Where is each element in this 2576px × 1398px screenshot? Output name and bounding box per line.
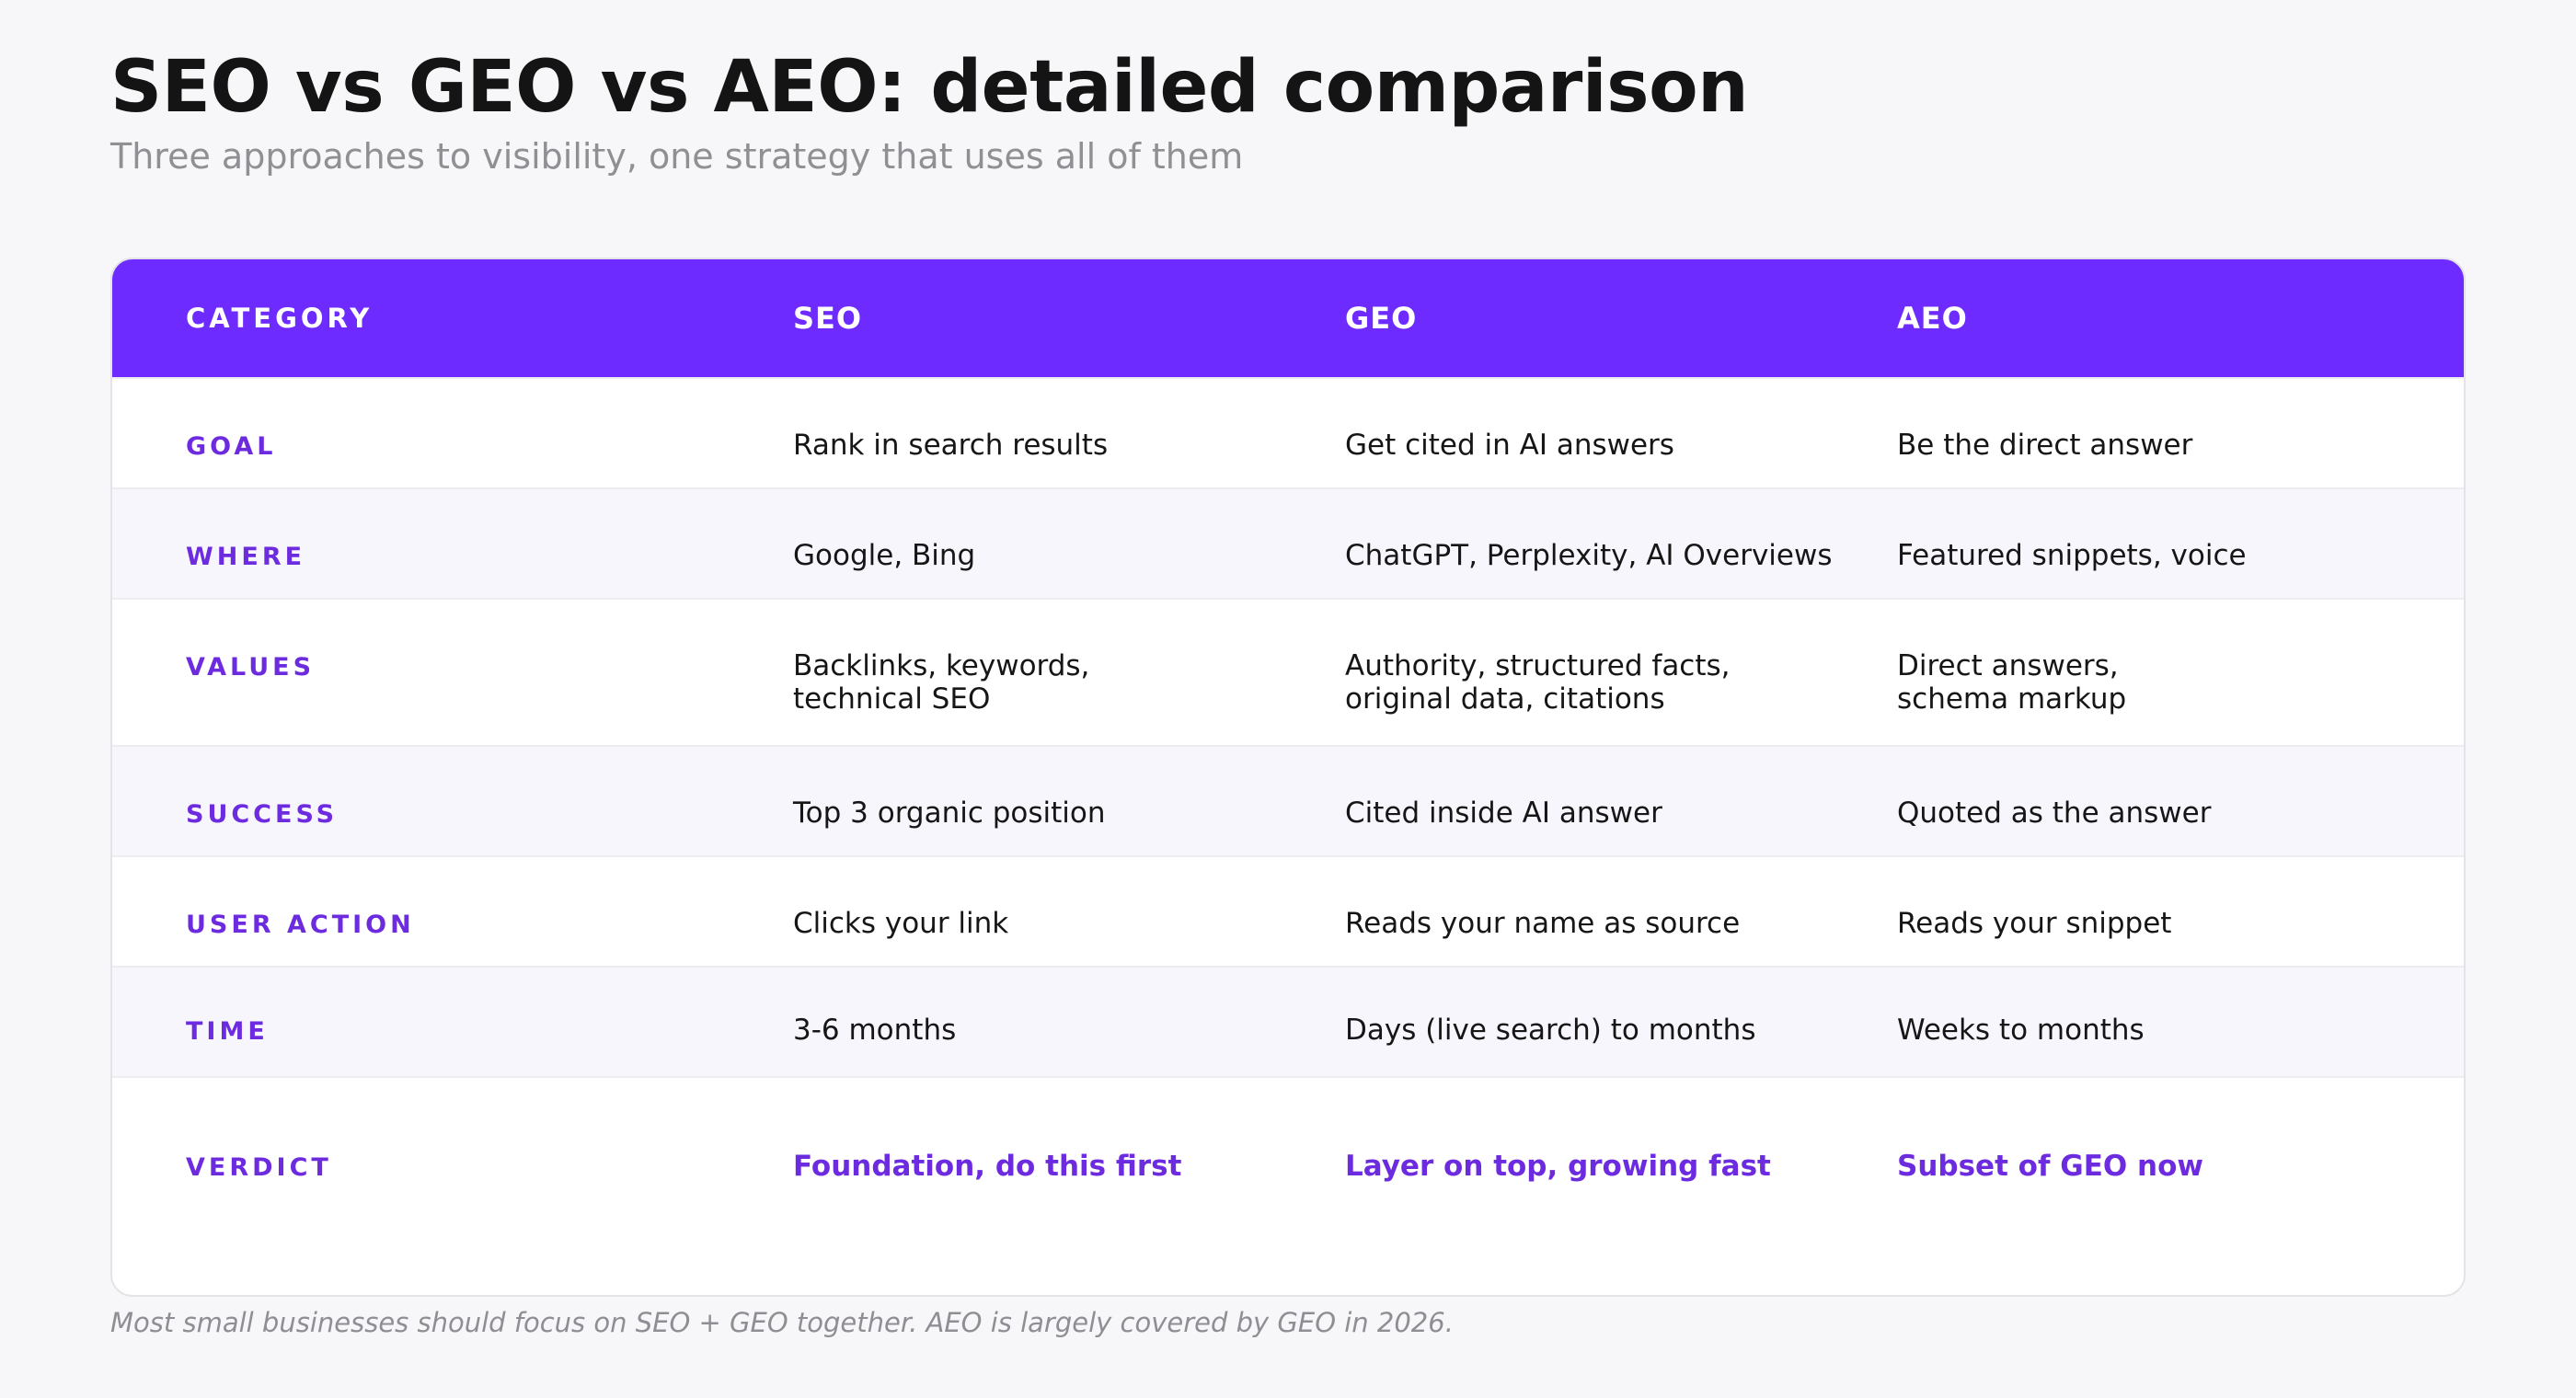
row-category-label: VERDICT (186, 1153, 332, 1182)
aeo-verdict: Subset of GEO now (1897, 1150, 2204, 1183)
table-header: CATEGORY SEO GEO AEO (112, 259, 2464, 377)
seo-cell: Clicks your link (793, 907, 1009, 940)
aeo-cell: Weeks to months (1897, 1014, 2145, 1047)
aeo-cell: Quoted as the answer (1897, 796, 2212, 830)
geo-cell-line-2: original data, citations (1345, 682, 1665, 716)
geo-cell: Reads your name as source (1345, 907, 1741, 940)
geo-cell: Cited inside AI answer (1345, 796, 1662, 830)
geo-cell: Days (live search) to months (1345, 1014, 1756, 1047)
seo-cell-line-2: technical SEO (793, 682, 991, 716)
aeo-cell-line-2: schema markup (1897, 682, 2127, 716)
seo-cell: Top 3 organic position (793, 796, 1106, 830)
column-header-geo: GEO (1345, 301, 1418, 336)
table-row-verdict: VERDICT Foundation, do this first Layer … (112, 1076, 2464, 1295)
aeo-cell: Featured snippets, voice (1897, 539, 2247, 572)
column-header-category: CATEGORY (186, 303, 374, 334)
geo-cell: ChatGPT, Perplexity, AI Overviews (1345, 539, 1833, 572)
column-header-seo: SEO (793, 301, 863, 336)
row-category-label: TIME (186, 1017, 269, 1046)
table-row-goal: GOAL Rank in search results Get cited in… (112, 377, 2464, 487)
geo-cell: Authority, structured facts, (1345, 649, 1731, 682)
aeo-cell: Direct answers, (1897, 649, 2119, 682)
page-subtitle: Three approaches to visibility, one stra… (110, 136, 1244, 177)
row-category-label: SUCCESS (186, 800, 339, 829)
row-category-label: GOAL (186, 432, 277, 461)
seo-cell: Backlinks, keywords, (793, 649, 1090, 682)
column-header-aeo: AEO (1897, 301, 1968, 336)
table-row-user-action: USER ACTION Clicks your link Reads your … (112, 855, 2464, 966)
table-row-where: WHERE Google, Bing ChatGPT, Perplexity, … (112, 487, 2464, 598)
aeo-cell: Reads your snippet (1897, 907, 2172, 940)
table-row-time: TIME 3-6 months Days (live search) to mo… (112, 966, 2464, 1076)
comparison-table: CATEGORY SEO GEO AEO GOAL Rank in search… (110, 258, 2466, 1297)
geo-cell: Get cited in AI answers (1345, 429, 1674, 462)
comparison-page: SEO vs GEO vs AEO: detailed comparison T… (110, 46, 2466, 1338)
row-category-label: USER ACTION (186, 911, 415, 939)
seo-cell: Google, Bing (793, 539, 976, 572)
row-category-label: WHERE (186, 543, 306, 571)
seo-cell: Rank in search results (793, 429, 1109, 462)
seo-cell: 3-6 months (793, 1014, 957, 1047)
aeo-cell: Be the direct answer (1897, 429, 2193, 462)
table-row-values: VALUES Backlinks, keywords, technical SE… (112, 598, 2464, 745)
table-row-success: SUCCESS Top 3 organic position Cited ins… (112, 745, 2464, 855)
seo-verdict: Foundation, do this first (793, 1150, 1182, 1183)
footnote: Most small businesses should focus on SE… (110, 1307, 1454, 1338)
geo-verdict: Layer on top, growing fast (1345, 1150, 1771, 1183)
row-category-label: VALUES (186, 653, 316, 682)
page-title: SEO vs GEO vs AEO: detailed comparison (110, 46, 1749, 129)
